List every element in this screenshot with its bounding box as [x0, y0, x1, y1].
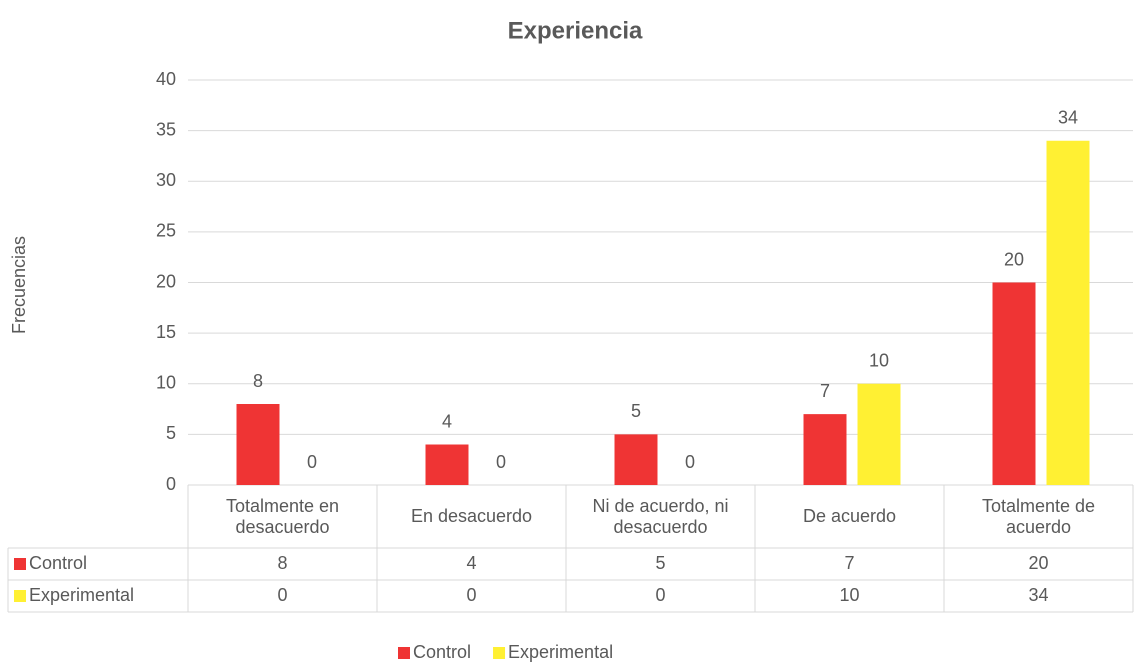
table-cell: 20 — [1028, 553, 1048, 573]
x-tick-label: De acuerdo — [802, 506, 897, 526]
legend-key — [398, 647, 410, 659]
chart-title: Experiencia — [508, 17, 643, 44]
legend-label: Control — [413, 642, 471, 662]
bar — [857, 383, 901, 485]
data-label: 5 — [631, 401, 641, 421]
bar — [614, 434, 658, 485]
data-label: 8 — [253, 371, 263, 391]
y-tick-label: 25 — [156, 221, 176, 241]
table-legend-key — [14, 590, 26, 602]
data-label: 7 — [820, 381, 830, 401]
table-cell: 5 — [655, 553, 665, 573]
data-label: 0 — [685, 452, 695, 472]
y-tick-label: 0 — [166, 474, 176, 494]
y-tick-label: 15 — [156, 322, 176, 342]
y-tick-label: 5 — [166, 423, 176, 443]
x-tick-label: Ni de acuerdo, ni desacuerdo — [592, 495, 729, 537]
bar — [803, 414, 847, 485]
data-label: 0 — [496, 452, 506, 472]
table-cell: 0 — [466, 585, 476, 605]
table-cell: 0 — [277, 585, 287, 605]
data-label: 10 — [869, 351, 889, 371]
x-tick-label: Totalmente de acuerdo — [981, 495, 1096, 537]
table-cell: 7 — [844, 553, 854, 573]
y-tick-label: 20 — [156, 271, 176, 291]
legend-key — [493, 647, 506, 659]
bar — [1046, 140, 1090, 485]
y-axis-label: Frecuencias — [9, 236, 29, 334]
x-tick-label: Totalmente en desacuerdo — [225, 495, 340, 537]
data-label: 4 — [442, 411, 452, 431]
table-cell: 34 — [1028, 585, 1048, 605]
table-cell: 8 — [277, 553, 287, 573]
table-cell: 10 — [839, 585, 859, 605]
table-cell: 4 — [466, 553, 476, 573]
y-tick-label: 30 — [156, 170, 176, 190]
table-cell: 0 — [655, 585, 665, 605]
table-legend-key — [14, 558, 26, 570]
bar — [992, 282, 1036, 485]
table-row-header: Experimental — [29, 585, 134, 605]
data-label: 34 — [1058, 108, 1078, 128]
data-label: 20 — [1004, 249, 1024, 269]
y-tick-label: 10 — [156, 373, 176, 393]
table-row-header: Control — [29, 553, 87, 573]
bar — [425, 444, 469, 485]
y-tick-label: 35 — [156, 119, 176, 139]
legend-label: Experimental — [508, 642, 613, 662]
y-tick-label: 40 — [156, 69, 176, 89]
bar — [236, 404, 280, 485]
data-label: 0 — [307, 452, 317, 472]
x-tick-label: En desacuerdo — [410, 506, 533, 526]
